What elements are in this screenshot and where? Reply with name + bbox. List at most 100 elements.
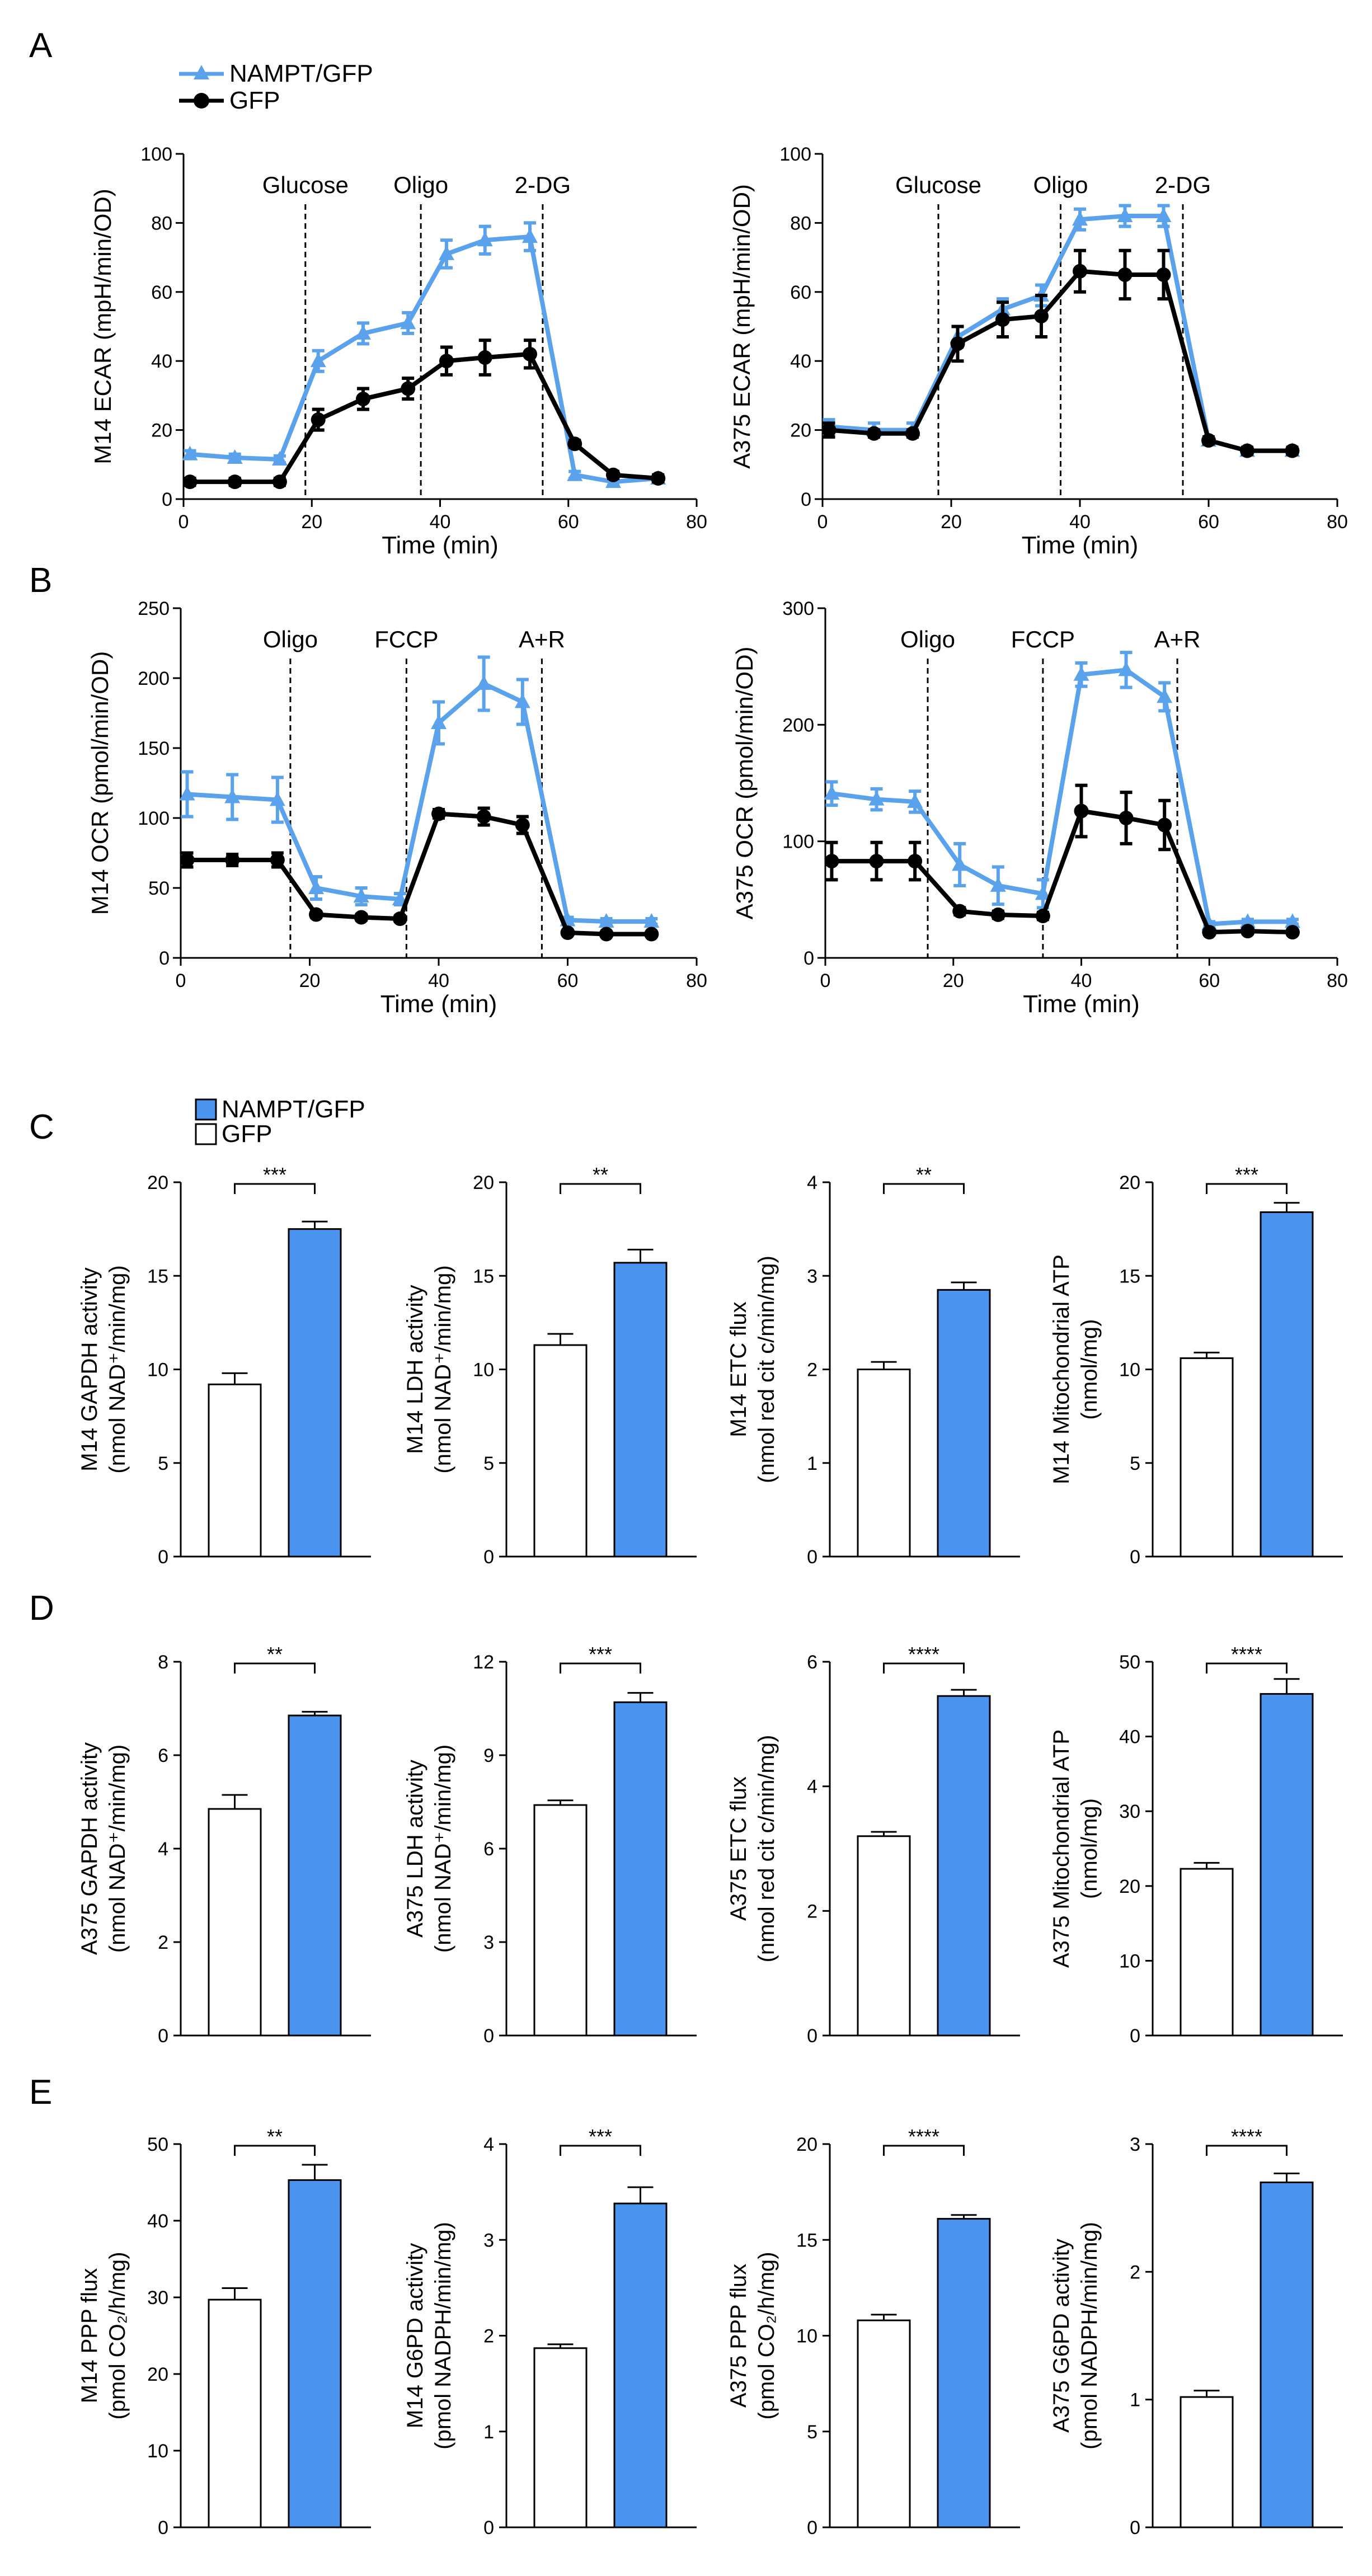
data-point: [182, 445, 198, 460]
x-tick-label: 0: [178, 511, 189, 533]
x-tick-label: 40: [430, 511, 451, 533]
data-point: [644, 927, 659, 942]
data-point: [1035, 909, 1050, 923]
x-tick-label: 60: [1198, 511, 1219, 533]
data-point: [431, 806, 446, 821]
treatment-label: Oligo: [900, 626, 955, 652]
y-tick-label: 0: [807, 2025, 817, 2047]
data-point: [182, 474, 198, 490]
y-tick-label: 6: [807, 1652, 817, 1673]
data-point: [567, 436, 582, 452]
legend-swatch-nampt: [195, 1098, 217, 1121]
y-tick-label: 40: [147, 2211, 168, 2232]
data-point: [353, 888, 369, 902]
y-tick-label: 15: [147, 1266, 168, 1287]
data-point: [1240, 443, 1254, 458]
x-axis-label: Time (min): [1022, 532, 1139, 559]
y-tick-label: 4: [807, 1172, 817, 1193]
significance-label: ***: [589, 1643, 612, 1666]
y-tick-label: 30: [147, 2287, 168, 2309]
y-tick-label: 100: [138, 808, 170, 829]
significance-bracket: [234, 1662, 316, 1674]
y-tick-label: 2: [483, 2326, 494, 2347]
bar-gfp: [857, 1369, 911, 1558]
y-tick-label: 1: [807, 1453, 817, 1474]
data-point: [272, 474, 287, 490]
x-tick-label: 0: [817, 511, 828, 533]
data-point: [1118, 661, 1134, 676]
y-tick-label: 60: [790, 282, 811, 303]
y-tick-label: 5: [1130, 1453, 1140, 1474]
data-point: [355, 325, 371, 340]
legend-swatch-gfp: [195, 1123, 217, 1145]
significance-bracket: [1206, 2145, 1288, 2156]
significance-bracket: [883, 1662, 965, 1674]
y-axis-label: M14 G6PD activity: [403, 2243, 427, 2428]
y-tick-label: 5: [158, 1453, 168, 1474]
bar-chart-E1: 0 10 20 30 40 50 M14 PPP flux (pmol CO₂/h/mg) **: [77, 2125, 371, 2539]
data-point: [605, 467, 621, 482]
data-point: [311, 412, 326, 427]
y-axis-label: M14 OCR (pmol/min/OD): [87, 651, 113, 915]
series-gfp: [824, 783, 1300, 940]
data-point: [269, 791, 285, 806]
y-axis-label-units: (nmol NAD⁺/min/mg): [431, 1745, 455, 1953]
data-point: [179, 786, 195, 801]
y-tick-label: 3: [1130, 2134, 1140, 2155]
x-axis-label: Time (min): [382, 532, 499, 559]
y-tick-label: 4: [483, 2134, 494, 2155]
y-tick-label: 20: [1119, 1876, 1140, 1897]
y-tick-label: 10: [473, 1360, 494, 1381]
y-tick-label: 1: [483, 2422, 494, 2443]
y-tick-label: 15: [1119, 1266, 1140, 1287]
y-tick-label: 10: [1119, 1360, 1140, 1381]
series-gfp: [180, 806, 659, 942]
y-tick-label: 30: [1119, 1801, 1140, 1822]
significance-label: **: [267, 1643, 283, 1666]
bar-chart-E2: 0 1 2 3 4 M14 G6PD activity (pmol NADPH/min/mg…: [403, 2125, 697, 2539]
y-tick-label: 20: [796, 2134, 817, 2155]
y-tick-label: 2: [1130, 2262, 1140, 2283]
panel-letter-e: E: [29, 2073, 52, 2112]
line-chart-B1: 0 50 100 150 200 250 0 20 40 60 80 Time (min) M14 OC…: [87, 598, 707, 1018]
bar-gfp: [208, 2298, 262, 2528]
y-axis-label-units: (nmol NAD⁺/min/mg): [105, 1265, 130, 1473]
y-tick-label: 0: [1130, 1546, 1140, 1568]
data-point: [270, 853, 285, 867]
treatment-label: FCCP: [374, 626, 438, 652]
data-point: [1201, 433, 1216, 448]
data-point: [907, 793, 923, 808]
y-axis-label-units: (nmol/mg): [1077, 1798, 1102, 1899]
bar-chart-D4: 0 10 20 30 40 50 A375 Mitochondrial ATP (nmol/m…: [1049, 1643, 1343, 2047]
y-axis-label: A375 ETC flux: [726, 1776, 751, 1921]
data-point: [1074, 803, 1089, 819]
x-tick-label: 80: [1327, 970, 1348, 991]
data-point: [995, 312, 1010, 327]
bar-gfp: [1180, 2396, 1234, 2528]
treatment-label: 2-DG: [515, 172, 571, 198]
significance-label: **: [593, 1163, 608, 1186]
treatment-label: Glucose: [895, 172, 981, 198]
data-point: [1157, 817, 1172, 833]
y-axis-label: M14 GAPDH activity: [77, 1267, 102, 1472]
y-tick-label: 0: [807, 1546, 817, 1568]
data-point: [598, 913, 614, 928]
data-point: [392, 911, 407, 926]
y-tick-label: 80: [151, 213, 172, 234]
data-point: [1119, 811, 1134, 825]
y-tick-label: 5: [807, 2422, 817, 2443]
y-tick-label: 250: [138, 598, 170, 619]
data-point: [1284, 913, 1300, 928]
bar-chart-C1: 0 5 10 15 20 M14 GAPDH activity (nmol NAD⁺/min…: [77, 1163, 371, 1568]
bar-gfp: [208, 1808, 262, 2037]
x-tick-label: 20: [299, 970, 321, 991]
data-point: [1117, 267, 1133, 282]
y-axis-label-units: (nmol NAD⁺/min/mg): [431, 1265, 455, 1473]
bar-chart-E4: 0 1 2 3 A375 G6PD activity (pmol NADPH/min/mg…: [1049, 2125, 1343, 2539]
bar-chart-D2: 0 3 6 9 12 A375 LDH activity (nmol NAD⁺/min/mg…: [403, 1643, 697, 2047]
y-tick-label: 40: [1119, 1727, 1140, 1748]
data-point: [310, 352, 326, 368]
y-tick-label: 2: [158, 1932, 168, 1953]
line-chart-B2: 0 100 200 300 0 20 40 60 80 Time (min) A375 OCR (p…: [731, 598, 1348, 1018]
